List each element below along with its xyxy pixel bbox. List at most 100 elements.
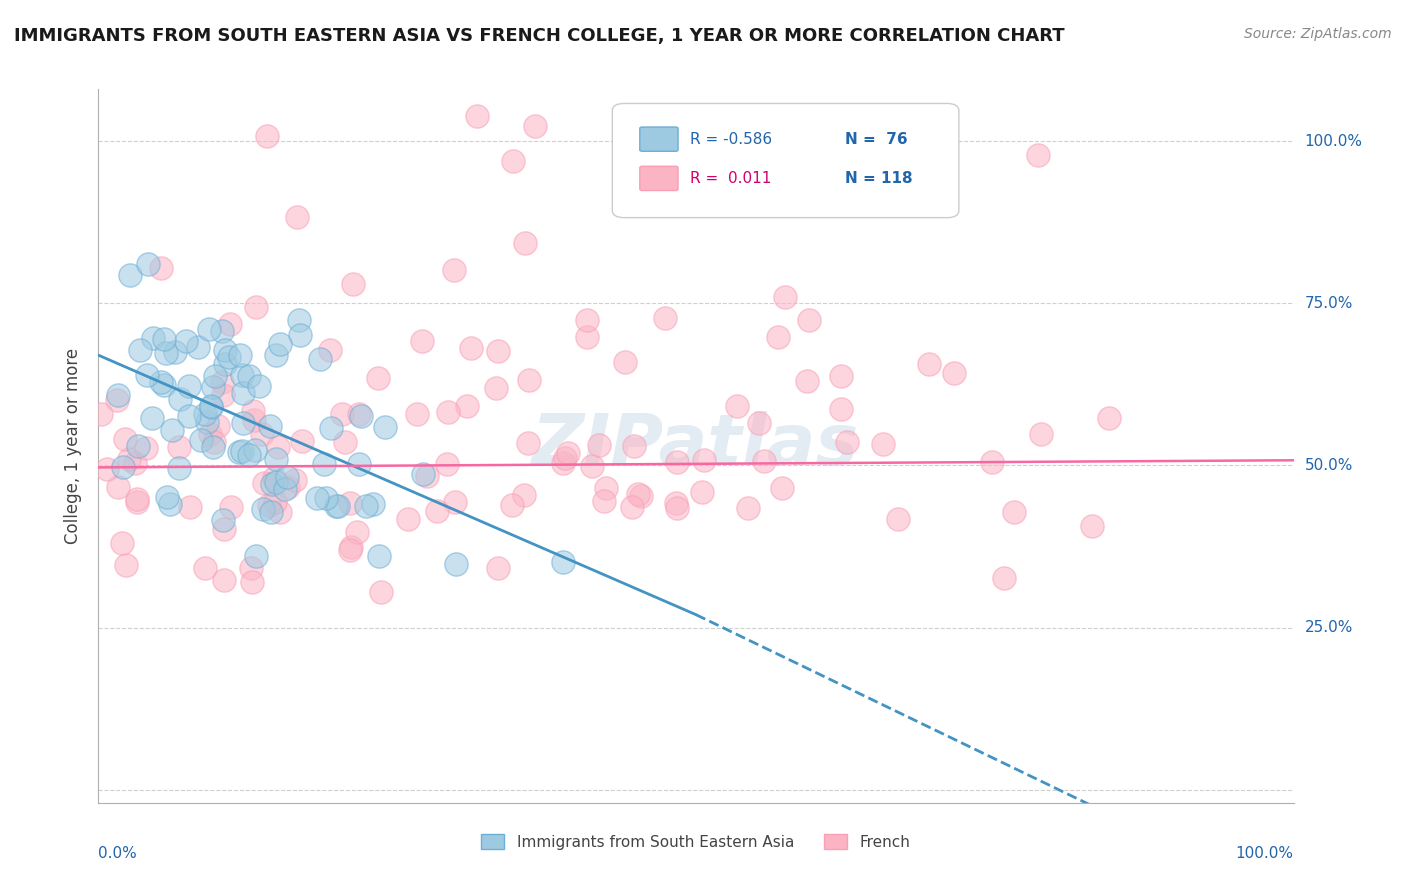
Point xyxy=(219,317,242,331)
Point xyxy=(111,459,134,474)
Point xyxy=(654,311,676,326)
Point xyxy=(347,458,370,472)
Text: 25.0%: 25.0% xyxy=(1305,620,1353,635)
Text: R =  0.011: R = 0.011 xyxy=(690,171,772,186)
Point xyxy=(872,437,894,451)
Point xyxy=(333,435,356,450)
Point xyxy=(325,499,347,513)
Point xyxy=(114,432,136,446)
Point xyxy=(200,400,222,414)
Point xyxy=(770,481,793,495)
Point xyxy=(125,495,148,509)
Point xyxy=(142,331,165,345)
Point xyxy=(152,378,174,392)
Point xyxy=(163,345,186,359)
Point xyxy=(264,348,287,362)
Point xyxy=(426,504,449,518)
Point xyxy=(737,501,759,516)
Point xyxy=(198,427,221,442)
Point xyxy=(218,351,240,365)
Point xyxy=(501,499,523,513)
Point xyxy=(350,409,373,424)
Point xyxy=(167,440,190,454)
Point xyxy=(444,557,467,571)
Point xyxy=(796,374,818,388)
Point xyxy=(727,399,749,413)
Point xyxy=(124,456,146,470)
Point xyxy=(129,343,152,358)
Point xyxy=(202,434,225,449)
Point xyxy=(250,427,273,442)
Point xyxy=(167,461,190,475)
Point xyxy=(666,500,689,515)
Point xyxy=(276,470,298,484)
Point xyxy=(153,332,176,346)
Point xyxy=(1002,505,1025,519)
Point xyxy=(202,380,225,394)
Point xyxy=(830,369,852,384)
Point xyxy=(287,210,309,224)
Point xyxy=(305,491,328,505)
Point xyxy=(194,561,217,575)
Point xyxy=(156,490,179,504)
Point xyxy=(1029,427,1052,442)
Point xyxy=(623,439,645,453)
Point xyxy=(259,419,281,434)
Point xyxy=(588,438,610,452)
Text: N = 118: N = 118 xyxy=(845,171,912,186)
Point xyxy=(1081,519,1104,533)
Point xyxy=(346,525,368,540)
Point xyxy=(613,355,636,369)
Point xyxy=(665,496,688,510)
Point xyxy=(149,261,172,276)
FancyBboxPatch shape xyxy=(640,166,678,191)
Point xyxy=(260,477,283,491)
Point xyxy=(993,571,1015,585)
Point xyxy=(367,371,389,385)
Point xyxy=(174,334,197,348)
Point xyxy=(231,368,253,382)
Point xyxy=(593,493,616,508)
Text: 100.0%: 100.0% xyxy=(1236,846,1294,861)
Point xyxy=(347,407,370,421)
Point xyxy=(242,403,264,417)
Point xyxy=(247,379,270,393)
Point xyxy=(339,540,361,554)
Point xyxy=(516,435,538,450)
Point xyxy=(277,480,299,494)
Text: ZIPatlas: ZIPatlas xyxy=(533,411,859,481)
Point xyxy=(193,407,215,421)
Point xyxy=(444,495,467,509)
Point xyxy=(465,109,488,123)
Point xyxy=(368,549,391,563)
Point xyxy=(264,494,287,508)
Point xyxy=(177,378,200,392)
Point xyxy=(437,405,460,419)
Point xyxy=(195,415,218,429)
Point xyxy=(107,480,129,494)
Point xyxy=(160,423,183,437)
Point xyxy=(159,497,181,511)
Point xyxy=(315,491,337,505)
Point xyxy=(231,443,253,458)
Point xyxy=(942,366,965,380)
Point xyxy=(754,454,776,468)
Point xyxy=(253,475,276,490)
Point xyxy=(1028,148,1050,162)
Point xyxy=(228,445,250,459)
Point xyxy=(918,357,941,371)
Text: R = -0.586: R = -0.586 xyxy=(690,132,772,146)
Point xyxy=(150,375,173,389)
Point xyxy=(456,400,478,414)
Point xyxy=(416,468,439,483)
Point xyxy=(240,574,263,589)
Point xyxy=(551,555,574,569)
Point xyxy=(96,462,118,476)
Point xyxy=(118,451,141,466)
Point xyxy=(515,235,537,250)
Text: 50.0%: 50.0% xyxy=(1305,458,1353,473)
Point xyxy=(374,420,396,434)
Point xyxy=(405,408,427,422)
Point xyxy=(595,481,617,495)
Point xyxy=(291,434,314,448)
